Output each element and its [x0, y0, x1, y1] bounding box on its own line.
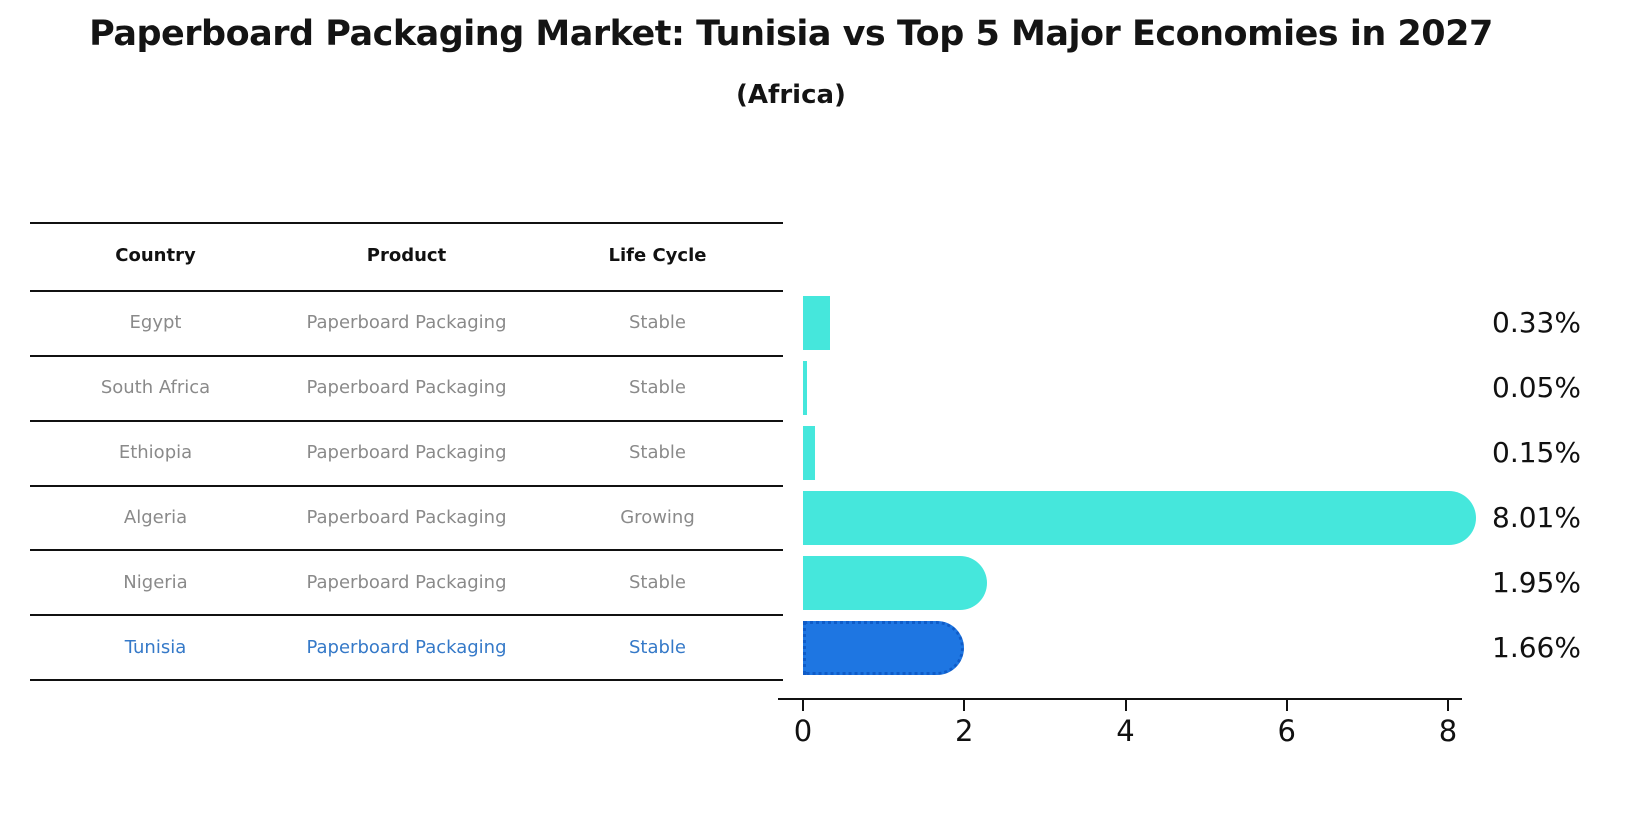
table-cell-life_cycle: Stable: [628, 572, 686, 593]
column-header-product: Product: [366, 245, 447, 266]
bar-ethiopia: [803, 426, 816, 480]
table-cell-product: Paperboard Packaging: [306, 572, 507, 593]
bar-value-label: 8.01%: [1492, 501, 1581, 534]
bar-algeria: [803, 491, 1476, 545]
x-tick: [1124, 700, 1127, 711]
table-cell-country: Ethiopia: [118, 442, 193, 463]
table-cell-product: Paperboard Packaging: [306, 377, 507, 398]
bar-value-label: 1.95%: [1492, 566, 1581, 599]
chart-subtitle: (Africa): [736, 80, 846, 110]
x-tick-label: 8: [1438, 714, 1458, 748]
table-cell-life_cycle: Stable: [628, 637, 686, 658]
table-cell-country: South Africa: [100, 377, 211, 398]
table-cell-country: Algeria: [123, 507, 188, 528]
table-cell-product: Paperboard Packaging: [306, 442, 507, 463]
x-tick: [802, 700, 804, 711]
table-rule: [30, 485, 783, 487]
bar-tunisia: [803, 621, 964, 675]
table-cell-product: Paperboard Packaging: [306, 637, 507, 658]
table-cell-product: Paperboard Packaging: [306, 507, 507, 528]
column-header-life-cycle: Life Cycle: [608, 245, 707, 266]
table-rule: [30, 679, 783, 681]
table-rule: [30, 290, 783, 292]
x-tick-label: 4: [1116, 714, 1135, 748]
column-header-country: Country: [115, 245, 196, 266]
table-rule: [30, 614, 783, 616]
bar-value-label: 0.15%: [1492, 436, 1581, 469]
x-tick: [963, 700, 966, 711]
bar-value-label: 0.05%: [1492, 371, 1581, 404]
table-cell-country: Nigeria: [123, 572, 188, 593]
table-cell-country: Tunisia: [124, 637, 187, 658]
x-tick: [1447, 700, 1449, 711]
bar-nigeria: [803, 556, 988, 610]
bar-south-africa: [803, 361, 808, 415]
bar-egypt: [803, 296, 830, 350]
table-cell-country: Egypt: [129, 312, 182, 333]
table-rule: [30, 549, 783, 551]
bar-value-label: 0.33%: [1492, 306, 1581, 339]
table-rule: [30, 222, 783, 224]
table-rule: [30, 420, 783, 422]
table-cell-life_cycle: Stable: [628, 312, 686, 333]
table-cell-life_cycle: Growing: [620, 507, 695, 528]
x-tick: [1285, 700, 1288, 711]
table-cell-life_cycle: Stable: [628, 377, 686, 398]
x-tick-label: 2: [955, 714, 974, 748]
table-rule: [30, 355, 783, 357]
bar-value-label: 1.66%: [1492, 631, 1581, 664]
chart-title: Paperboard Packaging Market: Tunisia vs …: [89, 14, 1493, 54]
x-tick-label: 0: [793, 714, 813, 748]
table-cell-life_cycle: Stable: [628, 442, 686, 463]
table-cell-product: Paperboard Packaging: [306, 312, 507, 333]
x-axis-line: [778, 698, 1462, 700]
x-tick-label: 6: [1277, 714, 1296, 748]
